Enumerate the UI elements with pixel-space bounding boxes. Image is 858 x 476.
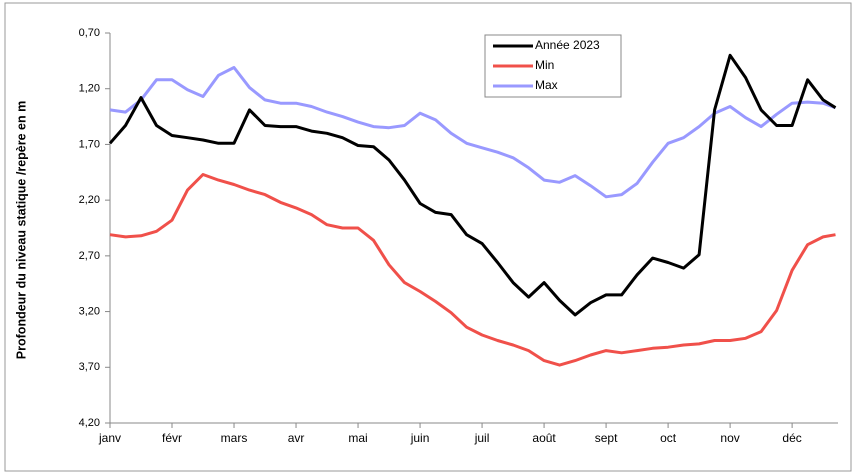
x-tick-label: mars bbox=[221, 431, 248, 445]
y-tick-label: 2,70 bbox=[79, 250, 100, 262]
x-tick-label: juin bbox=[410, 431, 430, 445]
x-tick-label: sept bbox=[595, 431, 618, 445]
series-line bbox=[109, 66, 837, 199]
chart-border bbox=[4, 2, 852, 472]
y-tick-label: 1,70 bbox=[79, 138, 100, 150]
x-tick-label: août bbox=[532, 431, 556, 445]
x-tick-label: juil bbox=[474, 431, 490, 445]
x-tick-label: déc bbox=[782, 431, 801, 445]
x-tick-label: févr bbox=[162, 431, 182, 445]
y-tick-label: 3,20 bbox=[79, 305, 100, 317]
y-tick-label: 4,20 bbox=[79, 417, 100, 429]
legend-label: Max bbox=[535, 78, 558, 92]
x-tick-label: nov bbox=[720, 431, 739, 445]
x-tick-label: janv bbox=[98, 431, 121, 445]
y-tick-label: 0,70 bbox=[79, 27, 100, 39]
series-line bbox=[108, 53, 837, 317]
y-tick-label: 1,20 bbox=[79, 83, 100, 95]
y-tick-label: 2,20 bbox=[79, 194, 100, 206]
y-tick-label: 3,70 bbox=[79, 361, 100, 373]
x-tick-label: oct bbox=[660, 431, 677, 445]
legend-label: Min bbox=[535, 58, 554, 72]
y-axis-label: Profondeur du niveau statique /repère en… bbox=[14, 101, 28, 359]
series-line bbox=[109, 173, 836, 367]
x-tick-label: mai bbox=[348, 431, 367, 445]
legend-label: Année 2023 bbox=[535, 38, 600, 52]
x-tick-label: avr bbox=[288, 431, 305, 445]
